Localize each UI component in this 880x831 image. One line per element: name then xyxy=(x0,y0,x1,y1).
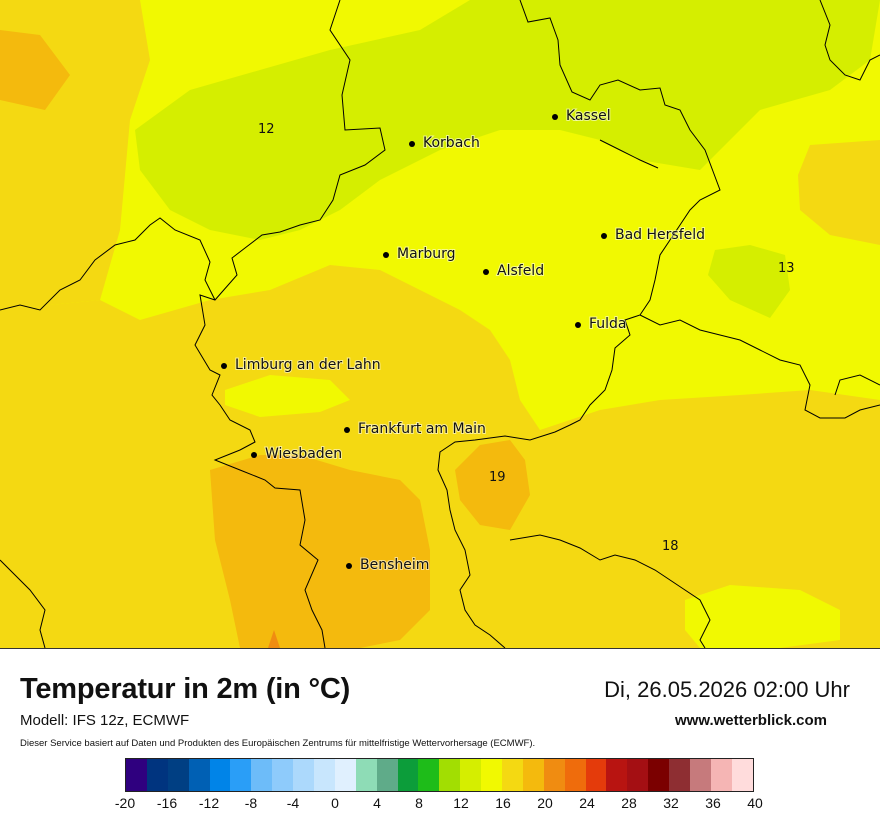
temp-field-orange-sw xyxy=(210,455,430,648)
iso-label-19: 19 xyxy=(489,470,506,485)
color-swatch xyxy=(230,759,251,791)
color-swatch xyxy=(481,759,502,791)
scale-tick-label: -4 xyxy=(287,795,299,811)
scale-tick-label: 20 xyxy=(537,795,553,811)
color-swatch xyxy=(523,759,544,791)
color-swatch xyxy=(126,759,147,791)
city-marker xyxy=(409,141,415,147)
scale-tick-label: 28 xyxy=(621,795,637,811)
city-label-frankfurt: Frankfurt am Main xyxy=(358,421,486,437)
city-marker xyxy=(346,563,352,569)
color-swatch xyxy=(293,759,314,791)
city-label-wiesbaden: Wiesbaden xyxy=(265,446,342,462)
color-swatch xyxy=(669,759,690,791)
color-swatch xyxy=(690,759,711,791)
city-label-bensheim: Bensheim xyxy=(360,557,429,573)
color-swatch xyxy=(356,759,377,791)
color-swatch xyxy=(732,759,753,791)
color-swatch xyxy=(606,759,627,791)
iso-label-18: 18 xyxy=(662,539,679,554)
city-marker xyxy=(483,269,489,275)
scale-tick-label: 36 xyxy=(705,795,721,811)
color-swatch xyxy=(648,759,669,791)
scale-tick-label: -12 xyxy=(199,795,219,811)
city-bad-hersfeld: Bad Hersfeld xyxy=(601,227,705,243)
city-label-bad-hersfeld: Bad Hersfeld xyxy=(615,227,705,243)
color-swatch xyxy=(147,759,168,791)
color-swatch xyxy=(711,759,732,791)
color-swatch xyxy=(544,759,565,791)
color-swatch xyxy=(460,759,481,791)
model-info: Modell: IFS 12z, ECMWF xyxy=(20,712,189,729)
city-marker xyxy=(552,114,558,120)
color-swatch xyxy=(586,759,607,791)
city-label-korbach: Korbach xyxy=(423,135,480,151)
color-scale-ticks: -20 -16 -12 -8 -4 0 4 8 12 16 20 24 28 32 36 40 xyxy=(0,795,880,815)
color-scale-bar xyxy=(125,758,754,792)
color-swatch xyxy=(210,759,231,791)
website-link[interactable]: www.wetterblick.com xyxy=(675,712,827,729)
city-label-marburg: Marburg xyxy=(397,246,456,262)
scale-tick-label: 24 xyxy=(579,795,595,811)
city-marker xyxy=(383,252,389,258)
color-swatch xyxy=(168,759,189,791)
temperature-map: Kassel Korbach Bad Hersfeld Marburg Alsf… xyxy=(0,0,880,648)
forecast-datetime: Di, 26.05.2026 02:00 Uhr xyxy=(604,677,850,703)
color-swatch xyxy=(627,759,648,791)
color-swatch xyxy=(335,759,356,791)
color-swatch xyxy=(439,759,460,791)
city-marker xyxy=(575,322,581,328)
scale-tick-label: 12 xyxy=(453,795,469,811)
color-swatch xyxy=(314,759,335,791)
city-limburg: Limburg an der Lahn xyxy=(221,357,381,373)
legend-footer: Temperatur in 2m (in °C) Modell: IFS 12z… xyxy=(0,648,880,831)
color-swatch xyxy=(398,759,419,791)
city-label-limburg: Limburg an der Lahn xyxy=(235,357,381,373)
scale-tick-label: 0 xyxy=(331,795,339,811)
scale-tick-label: 16 xyxy=(495,795,511,811)
color-swatch xyxy=(251,759,272,791)
scale-tick-label: -20 xyxy=(115,795,135,811)
color-swatch xyxy=(272,759,293,791)
iso-label-12: 12 xyxy=(258,122,275,137)
scale-tick-label: 4 xyxy=(373,795,381,811)
city-marker xyxy=(344,427,350,433)
color-swatch xyxy=(565,759,586,791)
color-swatch xyxy=(418,759,439,791)
color-swatch xyxy=(377,759,398,791)
city-marker xyxy=(221,363,227,369)
color-swatch xyxy=(502,759,523,791)
scale-tick-label: -16 xyxy=(157,795,177,811)
map-title: Temperatur in 2m (in °C) xyxy=(20,673,350,706)
city-marker xyxy=(601,233,607,239)
scale-tick-label: 8 xyxy=(415,795,423,811)
color-swatch xyxy=(189,759,210,791)
ecmwf-disclaimer: Dieser Service basiert auf Daten und Pro… xyxy=(20,738,535,749)
city-frankfurt: Frankfurt am Main xyxy=(344,421,486,437)
map-canvas: Kassel Korbach Bad Hersfeld Marburg Alsf… xyxy=(0,0,880,648)
city-wiesbaden: Wiesbaden xyxy=(251,446,342,462)
city-marker xyxy=(251,452,257,458)
city-label-kassel: Kassel xyxy=(566,108,611,124)
scale-tick-label: 32 xyxy=(663,795,679,811)
iso-label-13: 13 xyxy=(778,261,795,276)
scale-tick-label: -8 xyxy=(245,795,257,811)
scale-tick-label: 40 xyxy=(747,795,763,811)
city-label-fulda: Fulda xyxy=(589,316,627,332)
city-label-alsfeld: Alsfeld xyxy=(497,263,544,279)
